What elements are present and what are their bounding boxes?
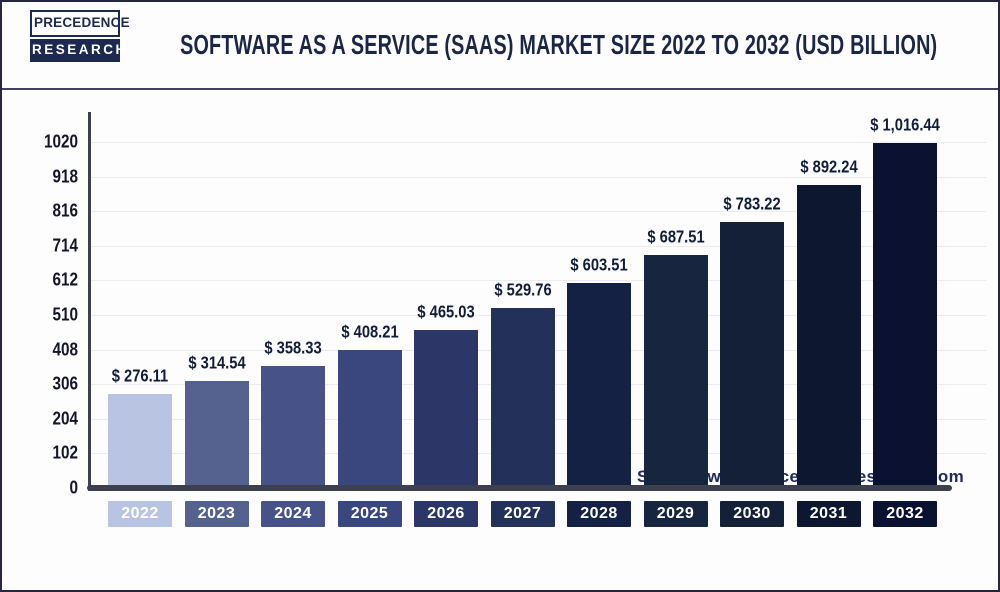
y-axis-tick-label: 102 — [52, 442, 78, 464]
x-axis-label-2028: 2028 — [567, 501, 631, 527]
bar-value-label: $ 465.03 — [417, 303, 475, 323]
bar-value-label: $ 408.21 — [340, 322, 399, 342]
y-axis-tick-label: 510 — [52, 304, 78, 325]
bar-value-label: $ 603.51 — [570, 256, 628, 276]
gridline — [91, 142, 986, 143]
brand-logo-line2: RESEARCH — [30, 38, 125, 62]
bar-chart-canvas: 0 102 204 306 408 510 612 714 816 918 1020 $ 276.11… — [2, 90, 998, 560]
x-axis-label-2026: 2026 — [414, 501, 478, 527]
x-axis-label-2027: 2027 — [490, 501, 555, 527]
gridline — [91, 176, 986, 178]
bar-value-label: $ 314.54 — [187, 354, 246, 374]
bar-value-label: $ 892.24 — [799, 158, 858, 178]
x-axis-label-2030: 2030 — [720, 501, 784, 527]
bar-2030 — [720, 222, 784, 488]
x-axis-label-2031: 2031 — [796, 501, 861, 527]
bar-value-label: $ 358.33 — [264, 339, 322, 359]
page-title: SOFTWARE AS A SERVICE (SAAS) MARKET SIZE… — [180, 28, 938, 60]
x-axis-label-2022: 2022 — [108, 501, 172, 527]
bar-2024 — [261, 366, 325, 488]
y-axis-tick-label: 918 — [52, 165, 78, 187]
y-axis-tick-label: 204 — [52, 407, 78, 429]
bar-2029 — [643, 254, 708, 488]
x-axis-line — [87, 485, 952, 491]
bar-value-label: $ 1,016.44 — [870, 116, 940, 136]
x-axis-label-2032: 2032 — [873, 501, 937, 527]
bar-value-label: $ 687.51 — [646, 227, 705, 247]
y-axis-tick-label: 714 — [52, 234, 78, 256]
y-axis-tick-label: 816 — [52, 200, 78, 222]
x-axis-label-2025: 2025 — [337, 501, 402, 527]
bar-2023 — [184, 381, 249, 488]
bar-2028 — [567, 283, 631, 488]
header-divider — [2, 88, 998, 90]
bar-2022 — [108, 394, 172, 488]
y-axis-tick-label: 408 — [52, 338, 78, 360]
header: PRECEDENCE RESEARCH SOFTWARE AS A SERVIC… — [2, 2, 998, 88]
y-axis-line — [88, 112, 91, 491]
gridline — [91, 280, 986, 282]
gridline — [91, 245, 986, 247]
bar-2026 — [414, 330, 478, 488]
brand-logo: PRECEDENCE RESEARCH — [30, 10, 130, 62]
bar-value-label: $ 276.11 — [111, 367, 169, 387]
y-axis-tick-label: 306 — [52, 373, 78, 395]
title-wrap: SOFTWARE AS A SERVICE (SAAS) MARKET SIZE… — [132, 2, 986, 88]
y-axis-tick-label: 612 — [52, 269, 78, 291]
y-axis-tick-label: 1020 — [43, 131, 78, 152]
bar-value-label: $ 529.76 — [493, 281, 552, 301]
bar-value-label: $ 783.22 — [723, 195, 781, 215]
y-axis-tick-label: 0 — [69, 477, 78, 498]
bar-2027 — [490, 308, 555, 488]
brand-logo-line1: PRECEDENCE — [30, 10, 130, 37]
bar-2031 — [796, 185, 861, 488]
bar-2025 — [337, 349, 402, 488]
gridline — [91, 211, 986, 213]
bar-2032 — [873, 143, 937, 488]
x-axis-label-2024: 2024 — [261, 501, 325, 527]
x-axis-label-2023: 2023 — [184, 501, 249, 527]
x-axis-label-2029: 2029 — [643, 501, 708, 527]
